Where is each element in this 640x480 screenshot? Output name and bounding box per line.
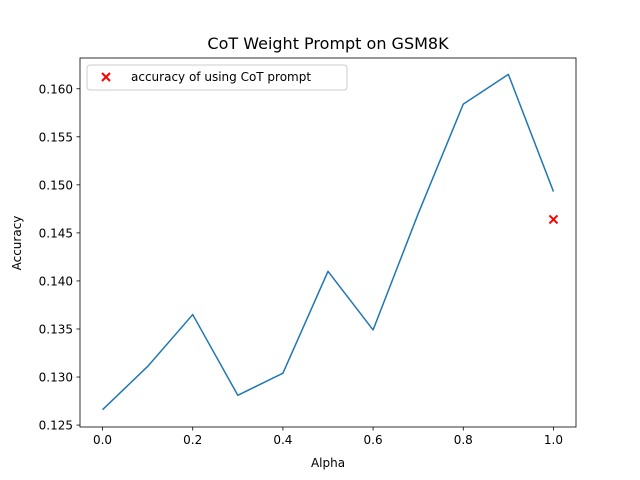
x-tick-label: 0.0 [93,433,112,447]
y-tick-label: 0.140 [39,274,73,288]
x-tick-label: 0.2 [183,433,202,447]
series-line [102,73,555,411]
legend: accuracy of using CoT prompt [86,64,348,91]
y-tick-label: 0.125 [39,419,73,433]
y-tick-label: 0.155 [39,130,73,144]
axis-layer: 0.0 0.2 0.4 0.6 0.8 1.0 0.125 0.130 0.135 0.140 0.… [39,82,563,447]
y-tick-label: 0.130 [39,371,73,385]
y-tick-label: 0.160 [39,82,73,96]
legend-marker-x-icon [101,72,111,82]
y-axis-label: Accuracy [10,216,24,271]
cot-prompt-point-marker [548,214,559,225]
x-tick-label: 0.4 [273,433,292,447]
y-tick-label: 0.150 [39,178,73,192]
x-axis-label: Alpha [311,456,345,470]
x-tick-label: 0.6 [364,433,383,447]
plot-frame [79,57,577,428]
chart-title: CoT Weight Prompt on GSM8K [207,34,449,53]
x-tick-label: 1.0 [544,433,563,447]
y-tick-label: 0.135 [39,322,73,336]
plot-layer [102,73,559,411]
legend-x-mark [101,72,111,82]
legend-label: accuracy of using CoT prompt [131,70,311,84]
x-tick-label: 0.8 [454,433,473,447]
y-tick-label: 0.145 [39,226,73,240]
legend-box [86,64,348,91]
